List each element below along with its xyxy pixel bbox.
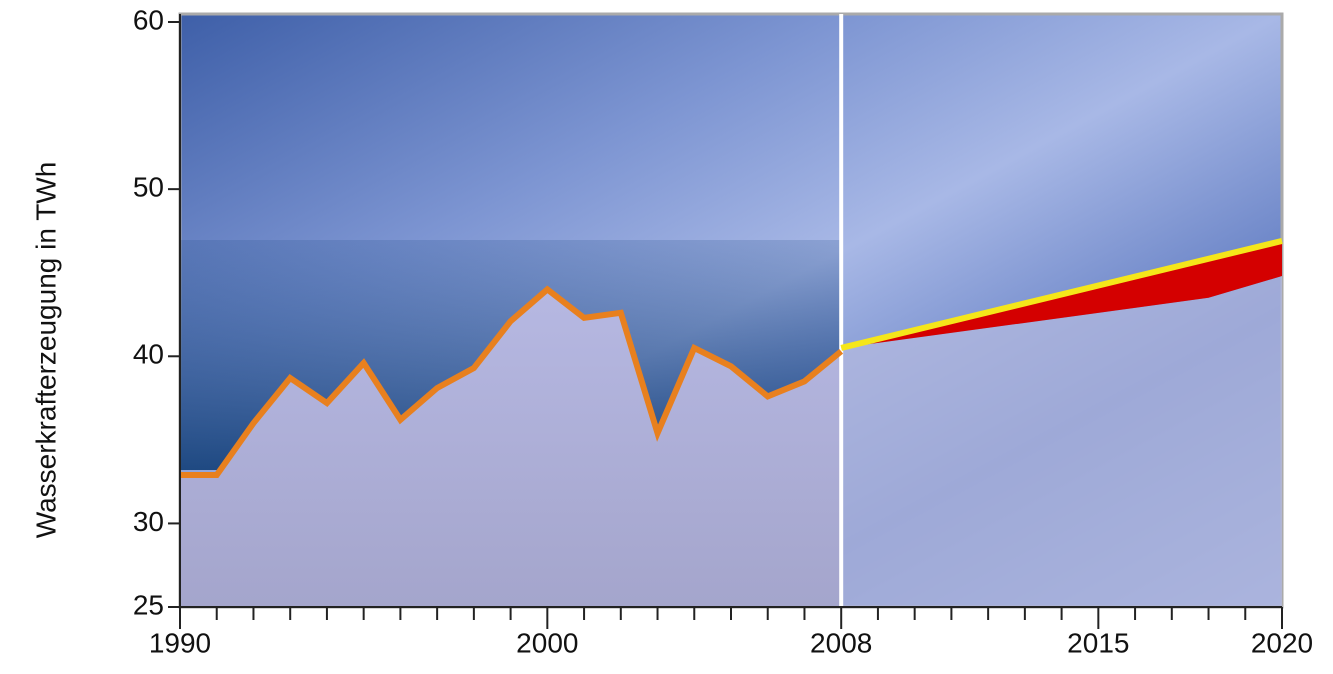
y-axis-label: Wasserkrafterzeugung in TWh bbox=[30, 162, 61, 539]
x-tick-label: 2015 bbox=[1067, 627, 1129, 658]
chart: Wasserkrafterzeugung in TWh 25 30 40 50 60 19… bbox=[0, 0, 1333, 669]
y-tick-label: 60 bbox=[133, 4, 164, 35]
y-tick-label: 50 bbox=[133, 172, 164, 203]
x-tick-label: 2008 bbox=[810, 627, 872, 658]
y-tick-label: 30 bbox=[133, 506, 164, 537]
x-tick-label: 1990 bbox=[149, 627, 211, 658]
y-tick-label: 40 bbox=[133, 339, 164, 370]
y-tick-label: 25 bbox=[133, 589, 164, 620]
x-tick-label: 2000 bbox=[516, 627, 578, 658]
x-tick-label: 2020 bbox=[1251, 627, 1313, 658]
